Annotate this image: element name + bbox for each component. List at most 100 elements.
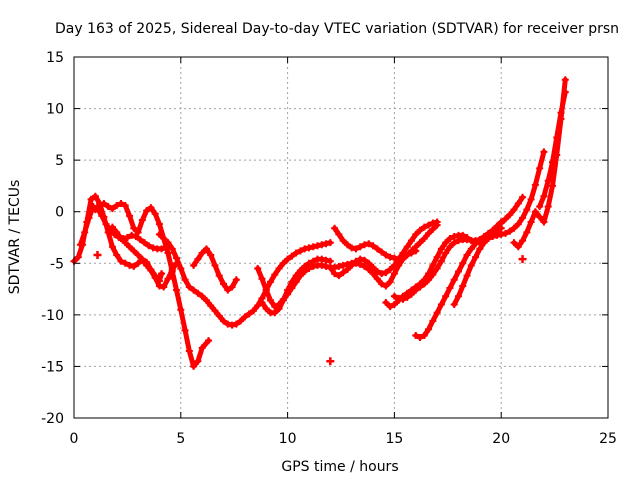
- data-point: [450, 301, 458, 309]
- data-point: [198, 249, 206, 257]
- data-point: [158, 270, 166, 278]
- data-point: [318, 241, 326, 249]
- data-point: [158, 245, 166, 253]
- data-point: [412, 243, 420, 251]
- data-point: [143, 261, 151, 269]
- data-point: [561, 76, 569, 84]
- data-point: [463, 272, 471, 280]
- data-point: [121, 202, 129, 210]
- data-point: [390, 270, 398, 278]
- data-point: [407, 237, 415, 245]
- data-point: [305, 259, 313, 267]
- data-point: [484, 235, 492, 243]
- data-point: [382, 269, 390, 277]
- y-tick-label: 5: [55, 153, 64, 169]
- data-point: [420, 331, 428, 339]
- data-point: [91, 206, 99, 214]
- data-point: [279, 296, 287, 304]
- data-point: [480, 239, 488, 247]
- data-point: [382, 282, 390, 290]
- data-point: [275, 264, 283, 272]
- data-point: [138, 216, 146, 224]
- data-point: [446, 243, 454, 251]
- data-point: [164, 275, 172, 283]
- data-point: [339, 269, 347, 277]
- data-point: [207, 302, 215, 310]
- x-tick-label: 20: [492, 431, 510, 447]
- data-point: [190, 362, 198, 370]
- data-point: [108, 205, 116, 213]
- data-point: [132, 232, 140, 240]
- data-point: [352, 245, 360, 253]
- data-point: [155, 230, 163, 238]
- data-point: [185, 347, 193, 355]
- data-point: [510, 224, 518, 232]
- data-point: [305, 244, 313, 252]
- data-point: [429, 219, 437, 227]
- chart-title: Day 163 of 2025, Sidereal Day-to-day VTE…: [55, 21, 619, 37]
- data-series-group: [70, 76, 569, 370]
- data-point: [489, 232, 497, 240]
- data-point: [215, 272, 223, 280]
- data-point: [164, 239, 172, 247]
- data-point: [249, 307, 257, 315]
- data-point: [437, 301, 445, 309]
- data-point: [121, 259, 129, 267]
- data-point: [224, 286, 232, 294]
- x-tick-label: 25: [599, 431, 617, 447]
- data-point: [360, 256, 368, 264]
- data-point: [454, 268, 462, 276]
- y-tick-label: 10: [46, 102, 64, 118]
- data-point: [395, 294, 403, 302]
- data-point: [540, 218, 548, 226]
- data-point: [523, 228, 531, 236]
- data-point: [160, 235, 168, 243]
- data-point: [160, 283, 168, 291]
- data-point: [369, 242, 377, 250]
- data-point: [454, 292, 462, 300]
- data-point: [514, 220, 522, 228]
- data-point: [523, 206, 531, 214]
- data-point: [501, 215, 509, 223]
- data-point: [258, 298, 266, 306]
- data-point: [378, 280, 386, 288]
- data-point: [151, 274, 159, 282]
- data-point: [557, 109, 565, 117]
- isolated-data-point: [518, 255, 527, 264]
- data-point: [548, 182, 556, 190]
- data-point: [155, 220, 163, 228]
- data-point: [536, 164, 544, 172]
- series-line-arc-4: [109, 224, 179, 290]
- data-point: [322, 256, 330, 264]
- data-point: [399, 295, 407, 303]
- data-point: [181, 276, 189, 284]
- data-point: [318, 261, 326, 269]
- data-point: [296, 247, 304, 255]
- data-point: [173, 254, 181, 262]
- data-point: [382, 251, 390, 259]
- data-point: [527, 218, 535, 226]
- data-point: [369, 270, 377, 278]
- data-point: [96, 202, 104, 210]
- data-point: [228, 283, 236, 291]
- data-point: [181, 326, 189, 334]
- data-point: [134, 259, 142, 267]
- data-point: [386, 265, 394, 273]
- y-tick-label: -15: [41, 359, 64, 375]
- data-point: [279, 259, 287, 267]
- data-point: [194, 289, 202, 297]
- data-point: [134, 251, 142, 259]
- data-point: [548, 158, 556, 166]
- data-point: [143, 207, 151, 215]
- data-point: [514, 199, 522, 207]
- data-point: [130, 224, 138, 232]
- data-point: [232, 276, 240, 284]
- data-point: [429, 271, 437, 279]
- data-point: [412, 286, 420, 294]
- data-point: [128, 231, 136, 239]
- data-point: [117, 199, 125, 207]
- data-point: [433, 264, 441, 272]
- data-point: [540, 192, 548, 200]
- data-point: [343, 241, 351, 249]
- data-point: [356, 243, 364, 251]
